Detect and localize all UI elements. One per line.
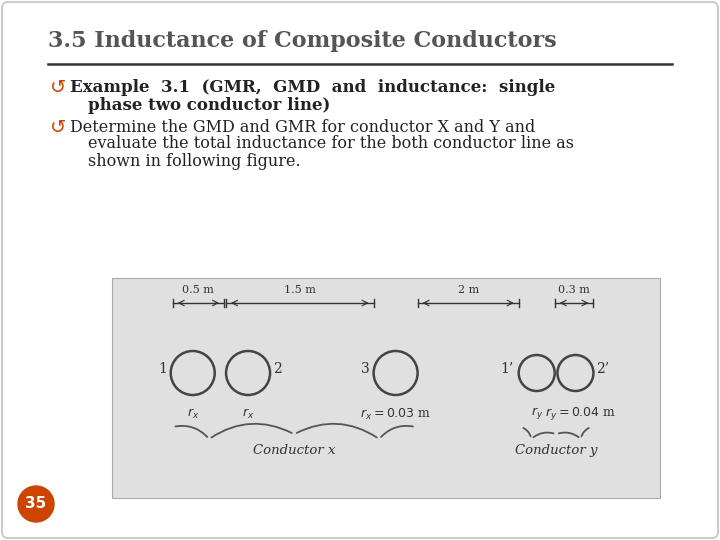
Text: phase two conductor line): phase two conductor line): [88, 97, 330, 113]
FancyBboxPatch shape: [112, 278, 660, 498]
Text: ↺: ↺: [50, 118, 66, 137]
Text: 3: 3: [361, 362, 369, 376]
Text: $r_x = 0.03$ m: $r_x = 0.03$ m: [360, 407, 431, 422]
Text: 2 m: 2 m: [457, 285, 479, 295]
Text: 35: 35: [25, 496, 47, 511]
Text: 1: 1: [158, 362, 167, 376]
Text: Example  3.1  (GMR,  GMD  and  inductance:  single: Example 3.1 (GMR, GMD and inductance: si…: [70, 78, 555, 96]
Text: Conductor y: Conductor y: [515, 444, 598, 457]
Text: 1’: 1’: [500, 362, 513, 376]
Text: $r_y$: $r_y$: [531, 405, 543, 421]
Circle shape: [18, 486, 54, 522]
Text: 0.3 m: 0.3 m: [558, 285, 590, 295]
Text: $r_y = 0.04$ m: $r_y = 0.04$ m: [545, 405, 616, 422]
Text: 3.5 Inductance of Composite Conductors: 3.5 Inductance of Composite Conductors: [48, 30, 557, 52]
Text: Conductor x: Conductor x: [253, 444, 336, 457]
Text: 2’: 2’: [596, 362, 610, 376]
Text: 0.5 m: 0.5 m: [182, 285, 215, 295]
Text: 2: 2: [273, 362, 282, 376]
Text: $r_x$: $r_x$: [242, 407, 254, 421]
Text: evaluate the total inductance for the both conductor line as: evaluate the total inductance for the bo…: [88, 136, 574, 152]
Text: Determine the GMD and GMR for conductor X and Y and: Determine the GMD and GMR for conductor …: [70, 118, 535, 136]
Text: ↺: ↺: [50, 78, 66, 97]
Text: shown in following figure.: shown in following figure.: [88, 152, 301, 170]
Text: $r_x$: $r_x$: [186, 407, 199, 421]
Text: 1.5 m: 1.5 m: [284, 285, 316, 295]
